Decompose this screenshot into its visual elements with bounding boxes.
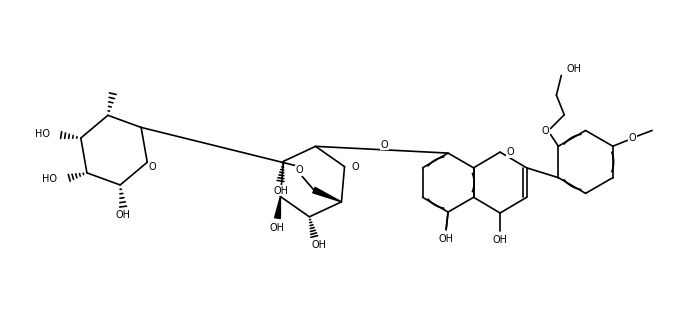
- Text: HO: HO: [35, 129, 50, 139]
- Text: OH: OH: [439, 234, 454, 244]
- Text: O: O: [629, 133, 636, 143]
- Text: O: O: [296, 166, 303, 175]
- Text: O: O: [506, 147, 514, 157]
- Text: OH: OH: [439, 234, 454, 244]
- Text: OH: OH: [566, 64, 581, 74]
- Text: O: O: [542, 126, 549, 137]
- Text: O: O: [148, 162, 156, 172]
- Text: O: O: [351, 161, 359, 172]
- Polygon shape: [275, 197, 281, 219]
- Text: OH: OH: [116, 210, 131, 221]
- Text: OH: OH: [493, 234, 508, 245]
- Text: O: O: [381, 140, 388, 150]
- Polygon shape: [313, 187, 342, 202]
- Text: HO: HO: [43, 174, 58, 184]
- Text: OH: OH: [270, 223, 285, 233]
- Text: OH: OH: [312, 240, 327, 250]
- Text: OH: OH: [273, 186, 288, 196]
